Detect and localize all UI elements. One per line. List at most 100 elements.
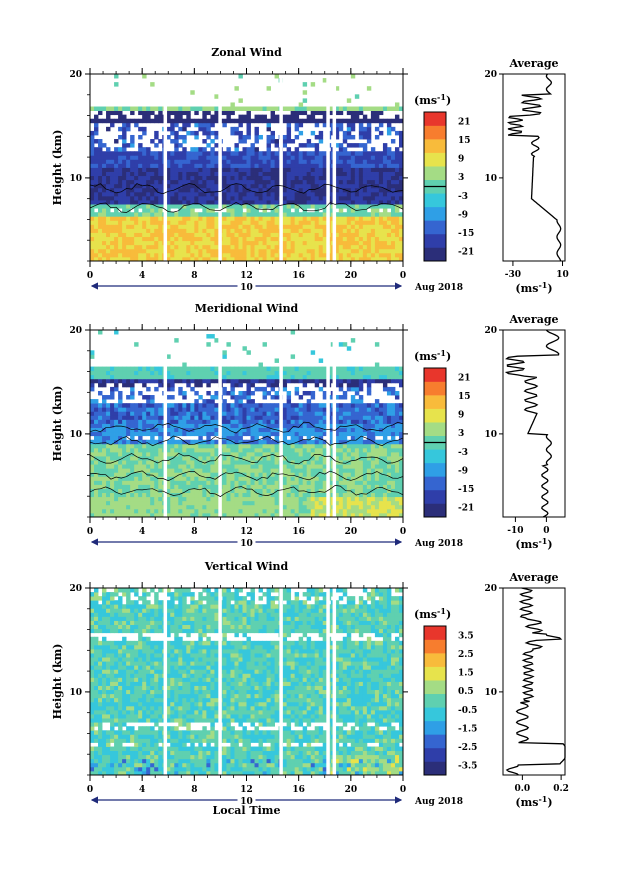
heatmap-cell bbox=[202, 427, 207, 433]
heatmap-cell bbox=[370, 212, 376, 217]
heatmap-cell bbox=[170, 171, 175, 177]
heatmap-cell bbox=[250, 439, 255, 445]
heatmap-cell bbox=[242, 427, 247, 433]
heatmap-cell bbox=[282, 118, 288, 124]
heatmap-cell bbox=[318, 415, 324, 420]
heatmap-cell bbox=[190, 240, 195, 246]
heatmap-cell bbox=[342, 504, 348, 510]
heatmap-cell bbox=[338, 435, 344, 441]
heatmap-cell bbox=[286, 118, 292, 124]
heatmap-cell bbox=[386, 411, 392, 416]
heatmap-cell bbox=[122, 126, 127, 132]
colorbar-segment bbox=[424, 112, 446, 126]
heatmap-cell bbox=[246, 114, 251, 120]
heatmap-cell bbox=[118, 204, 123, 209]
heatmap-cell bbox=[178, 500, 183, 506]
heatmap-cell bbox=[206, 216, 211, 221]
heatmap-cell bbox=[138, 244, 143, 250]
heatmap-cell bbox=[234, 451, 239, 457]
heatmap-cell bbox=[382, 456, 388, 461]
heatmap-cell bbox=[358, 134, 364, 140]
heatmap-cell bbox=[254, 187, 259, 193]
heatmap-cell bbox=[286, 468, 292, 473]
heatmap-cell bbox=[314, 508, 320, 514]
heatmap-cell bbox=[274, 500, 279, 506]
heatmap-cell bbox=[302, 220, 308, 225]
heatmap-cell bbox=[190, 496, 195, 502]
heatmap-cell bbox=[134, 443, 139, 449]
heatmap-cell bbox=[258, 204, 263, 209]
heatmap-cell bbox=[258, 403, 263, 408]
heatmap-cell bbox=[354, 212, 360, 217]
heatmap-cell bbox=[346, 480, 352, 485]
heatmap-cell bbox=[206, 439, 211, 445]
heatmap-cell bbox=[390, 183, 396, 189]
heatmap-cell bbox=[342, 488, 348, 494]
heatmap-cell bbox=[386, 204, 392, 209]
heatmap-cell bbox=[318, 139, 324, 144]
heatmap-cell bbox=[142, 240, 147, 246]
heatmap-cell bbox=[342, 407, 348, 412]
profile-unit-label: (ms-1) bbox=[515, 280, 552, 295]
heatmap-cell bbox=[390, 232, 396, 238]
heatmap-cell bbox=[230, 126, 235, 132]
heatmap-cell bbox=[274, 224, 279, 229]
heatmap-cell bbox=[290, 236, 296, 242]
heatmap-cell bbox=[198, 204, 203, 209]
heatmap-cell bbox=[122, 114, 127, 120]
heatmap-cell bbox=[270, 403, 275, 408]
heatmap-cell bbox=[238, 208, 243, 213]
heatmap-cell bbox=[242, 163, 247, 168]
heatmap-cell bbox=[158, 110, 163, 116]
heatmap-cell bbox=[122, 179, 127, 185]
heatmap-cell bbox=[342, 228, 348, 233]
heatmap-cell bbox=[126, 118, 131, 124]
heatmap-cell bbox=[270, 232, 275, 238]
heatmap-cell bbox=[262, 443, 267, 449]
heatmap-cell bbox=[210, 187, 215, 193]
heatmap-cell bbox=[186, 228, 191, 233]
heatmap-cell bbox=[342, 224, 348, 229]
heatmap-cell bbox=[126, 106, 131, 111]
heatmap-cell bbox=[102, 228, 107, 233]
heatmap-cell bbox=[378, 171, 384, 177]
heatmap-cell bbox=[266, 496, 271, 502]
heatmap-cell bbox=[190, 220, 195, 225]
heatmap-cell bbox=[190, 488, 195, 494]
heatmap-cell bbox=[146, 208, 151, 213]
heatmap-cell bbox=[126, 456, 131, 461]
heatmap-cell bbox=[366, 464, 372, 469]
heatmap-cell bbox=[122, 151, 127, 156]
heatmap-cell bbox=[106, 244, 111, 250]
heatmap-cell bbox=[394, 443, 400, 449]
heatmap-cell bbox=[394, 447, 400, 453]
heatmap-cell bbox=[142, 431, 147, 437]
heatmap-cell bbox=[118, 512, 123, 518]
heatmap-cell bbox=[134, 240, 139, 246]
heatmap-cell bbox=[342, 191, 348, 197]
heatmap-cell bbox=[258, 191, 263, 197]
heatmap-cell bbox=[294, 252, 300, 258]
heatmap-cell bbox=[202, 212, 207, 217]
heatmap-cell bbox=[174, 114, 179, 120]
heatmap-cell bbox=[386, 476, 392, 481]
heatmap-cell bbox=[318, 403, 324, 408]
heatmap-cell bbox=[178, 106, 183, 111]
heatmap-cell bbox=[198, 472, 203, 477]
heatmap-cell bbox=[110, 248, 115, 254]
heatmap-cell bbox=[186, 167, 191, 172]
heatmap-cell bbox=[138, 106, 143, 111]
heatmap-cell bbox=[146, 240, 151, 246]
heatmap-cell bbox=[134, 244, 139, 250]
heatmap-cell bbox=[206, 244, 211, 250]
heatmap-cell bbox=[270, 151, 275, 156]
heatmap-cell bbox=[202, 504, 207, 510]
heatmap-cell bbox=[170, 248, 175, 254]
heatmap-cell bbox=[118, 395, 123, 400]
heatmap-cell bbox=[390, 220, 396, 225]
heatmap-cell bbox=[106, 460, 111, 465]
heatmap-cell bbox=[182, 411, 187, 416]
heatmap-cell bbox=[102, 163, 107, 168]
heatmap-cell bbox=[134, 460, 139, 465]
heatmap-cell bbox=[98, 110, 103, 116]
